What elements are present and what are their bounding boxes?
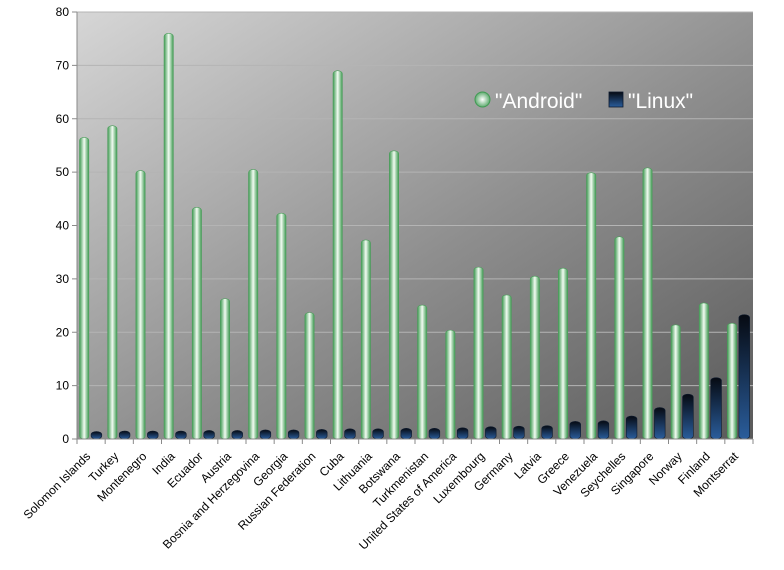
legend-swatch-linux xyxy=(608,91,624,108)
legend-label-linux: "Linux" xyxy=(628,90,693,113)
bar-linux xyxy=(597,420,610,440)
bar-android xyxy=(191,207,202,440)
bar-android xyxy=(332,70,343,440)
y-tick-label: 70 xyxy=(56,58,70,72)
y-tick-label: 60 xyxy=(56,112,70,126)
bar-android xyxy=(445,329,456,440)
bar-android xyxy=(248,169,259,440)
bar-linux xyxy=(147,430,159,440)
bar-android xyxy=(670,324,681,440)
bar-android xyxy=(586,172,597,440)
bar-android xyxy=(135,170,146,440)
legend: "Android" "Linux" xyxy=(474,90,693,113)
bar-android xyxy=(79,137,90,440)
bar-android xyxy=(614,236,625,440)
y-tick-label: 0 xyxy=(62,432,69,446)
bar-linux xyxy=(316,429,328,440)
bar-android xyxy=(698,302,709,440)
bar-linux xyxy=(344,428,356,440)
bar-linux xyxy=(231,430,243,440)
bar-linux xyxy=(710,377,722,440)
bar-android xyxy=(727,322,737,440)
bar-linux xyxy=(625,415,638,440)
y-tick-label: 40 xyxy=(56,219,70,233)
bar-linux xyxy=(738,314,750,440)
bar-android xyxy=(558,267,568,440)
bar-linux xyxy=(541,425,553,440)
bar-android xyxy=(163,33,174,440)
bar-linux xyxy=(682,393,694,440)
legend-swatch-android xyxy=(474,91,491,108)
y-tick-label: 20 xyxy=(56,325,70,339)
bar-linux xyxy=(654,407,666,440)
bar-android xyxy=(360,239,371,440)
bars xyxy=(79,33,750,440)
bar-linux xyxy=(513,425,525,440)
y-tick-label: 80 xyxy=(56,5,70,19)
bar-linux xyxy=(90,431,103,440)
y-axis: 0 10 20 30 40 50 60 70 80 xyxy=(56,5,78,446)
bar-android xyxy=(642,167,653,440)
bar-android xyxy=(220,298,230,440)
bar-linux xyxy=(203,430,215,440)
bar-android xyxy=(389,150,399,440)
bar-android xyxy=(276,212,287,440)
bar-linux xyxy=(569,421,581,440)
bar-android xyxy=(304,312,315,440)
bar-android xyxy=(107,125,118,440)
bar-linux xyxy=(428,428,441,440)
bar-linux xyxy=(485,426,497,440)
bar-linux xyxy=(259,429,272,440)
x-tick-label: Solomon Islands xyxy=(21,449,94,522)
legend-label-android: "Android" xyxy=(495,90,582,113)
bar-linux xyxy=(372,428,384,440)
bar-linux xyxy=(118,430,131,440)
bar-android xyxy=(501,294,512,440)
y-tick-label: 10 xyxy=(56,379,70,393)
y-tick-label: 50 xyxy=(56,165,70,179)
bar-linux xyxy=(287,429,300,440)
y-tick-label: 30 xyxy=(56,272,70,286)
bar-android xyxy=(473,266,484,440)
bar-linux xyxy=(456,427,469,440)
bar-linux xyxy=(400,428,412,440)
bar-android xyxy=(529,275,540,440)
bar-android xyxy=(417,304,428,440)
bar-linux xyxy=(175,430,187,440)
